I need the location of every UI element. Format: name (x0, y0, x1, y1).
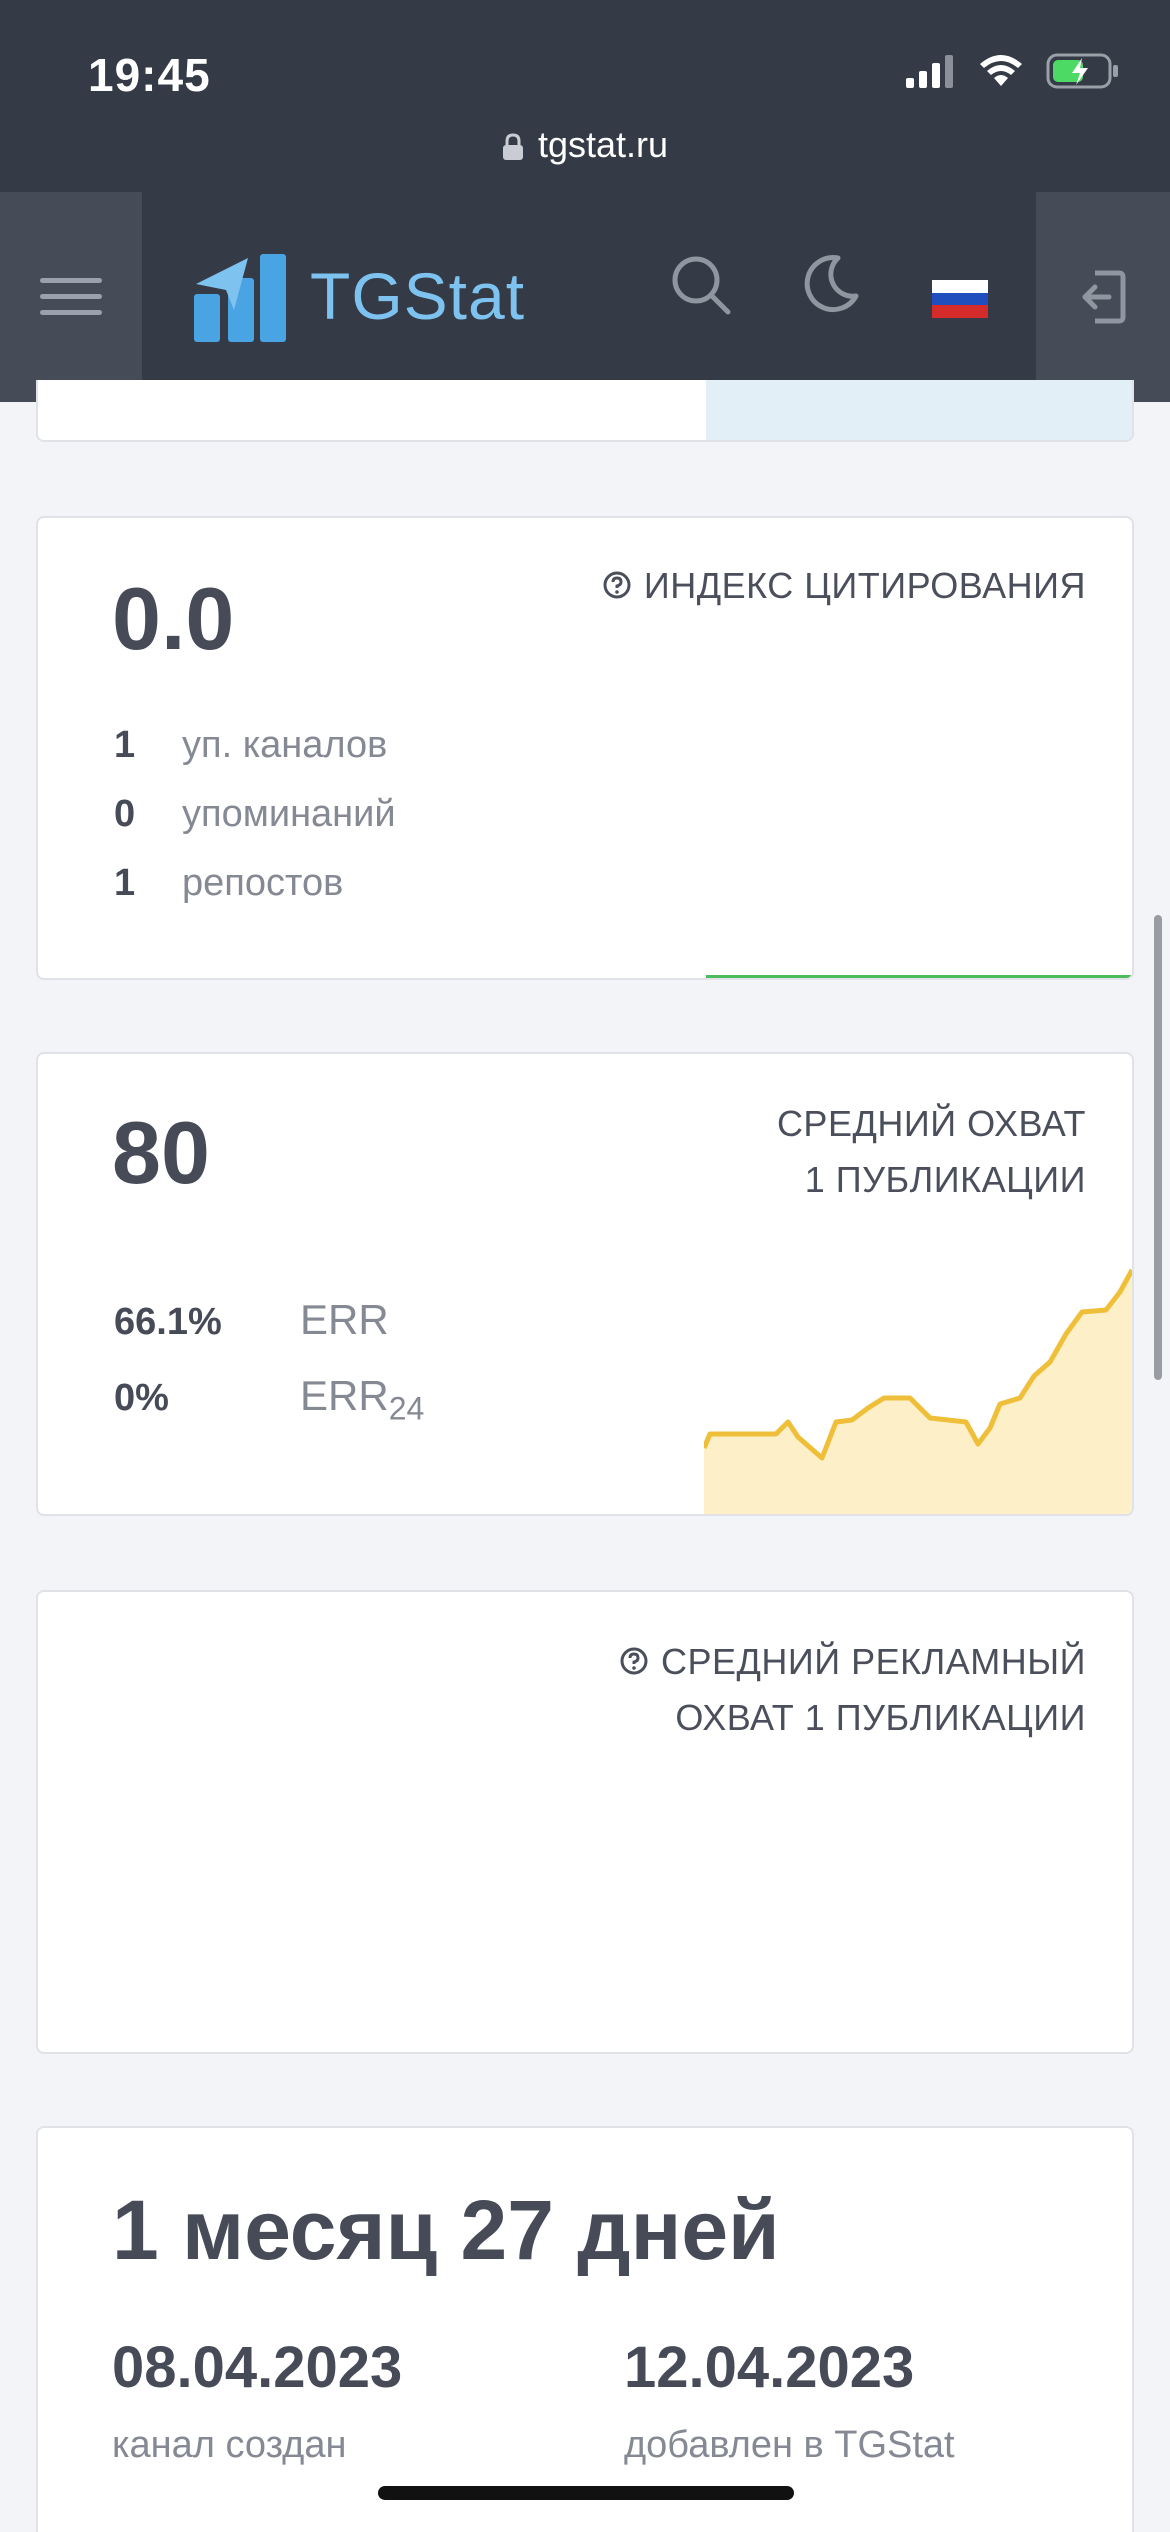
average-reach-card: 80 СРЕДНИЙ ОХВАТ 1 ПУБЛИКАЦИИ 66.1% ERR … (36, 1052, 1134, 1516)
language-selector[interactable] (932, 280, 988, 318)
search-button[interactable] (670, 254, 732, 321)
err24-value: 0% (114, 1377, 169, 1419)
citation-reposts-row: 1 репостов (114, 862, 343, 905)
channel-age-card: 1 месяц 27 дней 08.04.2023 канал создан … (36, 2126, 1134, 2532)
status-icons (906, 52, 1120, 90)
average-ad-reach-title: СРЕДНИЙ РЕКЛАМНЫЙ ОХВАТ 1 ПУБЛИКАЦИИ (619, 1634, 1086, 1746)
average-reach-value: 80 (112, 1103, 210, 1202)
help-icon[interactable] (619, 1646, 649, 1676)
reach-sparkline-line (704, 1268, 1132, 1461)
previous-card-bottom (36, 380, 1134, 442)
citation-channels-row: 1 уп. каналов (114, 724, 387, 767)
moon-icon (804, 255, 859, 312)
average-reach-title: СРЕДНИЙ ОХВАТ 1 ПУБЛИКАЦИИ (776, 1103, 1086, 1200)
average-ad-reach-card: СРЕДНИЙ РЕКЛАМНЫЙ ОХВАТ 1 ПУБЛИКАЦИИ (36, 1590, 1134, 2054)
citation-index-value: 0.0 (112, 569, 235, 668)
hamburger-icon (40, 278, 102, 315)
browser-top-bar: 19:45 tgstat.ru (0, 0, 1170, 192)
lock-icon (502, 133, 523, 161)
citation-index-title: ИНДЕКС ЦИТИРОВАНИЯ (602, 558, 1086, 614)
tgstat-logo[interactable]: TGStat (192, 250, 525, 342)
err-value: 66.1% (114, 1301, 222, 1343)
citation-reposts-label: репостов (182, 862, 344, 904)
channel-age-value: 1 месяц 27 дней (112, 2183, 780, 2277)
created-label: канал создан (112, 2424, 347, 2466)
theme-toggle-button[interactable] (800, 254, 860, 319)
site-header: TGStat (0, 192, 1170, 402)
citation-channels-count: 1 (114, 724, 136, 766)
help-icon[interactable] (602, 570, 632, 600)
added-date: 12.04.2023 (624, 2335, 915, 2400)
cellular-signal-icon (906, 55, 953, 88)
err24-label: ERR24 (300, 1372, 425, 1427)
reach-sparkline-area (704, 1270, 1132, 1514)
created-date: 08.04.2023 (112, 2335, 403, 2400)
reach-sparkline (704, 1268, 1132, 1514)
address-bar[interactable]: tgstat.ru (0, 124, 1170, 166)
menu-button[interactable] (0, 192, 142, 402)
citation-mentions-row: 0 упоминаний (114, 793, 396, 836)
added-label: добавлен в TGStat (624, 2424, 955, 2466)
status-time: 19:45 (88, 49, 211, 101)
citation-index-card: 0.0 ИНДЕКС ЦИТИРОВАНИЯ 1 уп. каналов 0 у… (36, 516, 1134, 980)
citation-channels-label: уп. каналов (182, 724, 388, 766)
brand-name: TGStat (310, 259, 526, 333)
home-indicator[interactable] (378, 2486, 794, 2500)
url-text: tgstat.ru (537, 124, 669, 165)
err24-row: 0% ERR24 (114, 1372, 424, 1427)
login-icon (1082, 270, 1126, 324)
citation-mentions-label: упоминаний (182, 793, 396, 835)
err-row: 66.1% ERR (114, 1296, 389, 1344)
battery-charging-icon (1046, 53, 1118, 89)
citation-sparkline-baseline (706, 975, 1132, 978)
err-label: ERR (300, 1296, 389, 1343)
russian-flag-icon (932, 280, 988, 318)
wifi-icon (980, 55, 1022, 86)
tgstat-logo-icon (194, 254, 286, 342)
page-scrollbar[interactable] (1154, 915, 1162, 1380)
search-icon (672, 256, 731, 315)
previous-card-chart-fill (706, 380, 1132, 440)
citation-mentions-count: 0 (114, 793, 136, 835)
login-button[interactable] (1036, 192, 1170, 402)
citation-reposts-count: 1 (114, 862, 136, 904)
